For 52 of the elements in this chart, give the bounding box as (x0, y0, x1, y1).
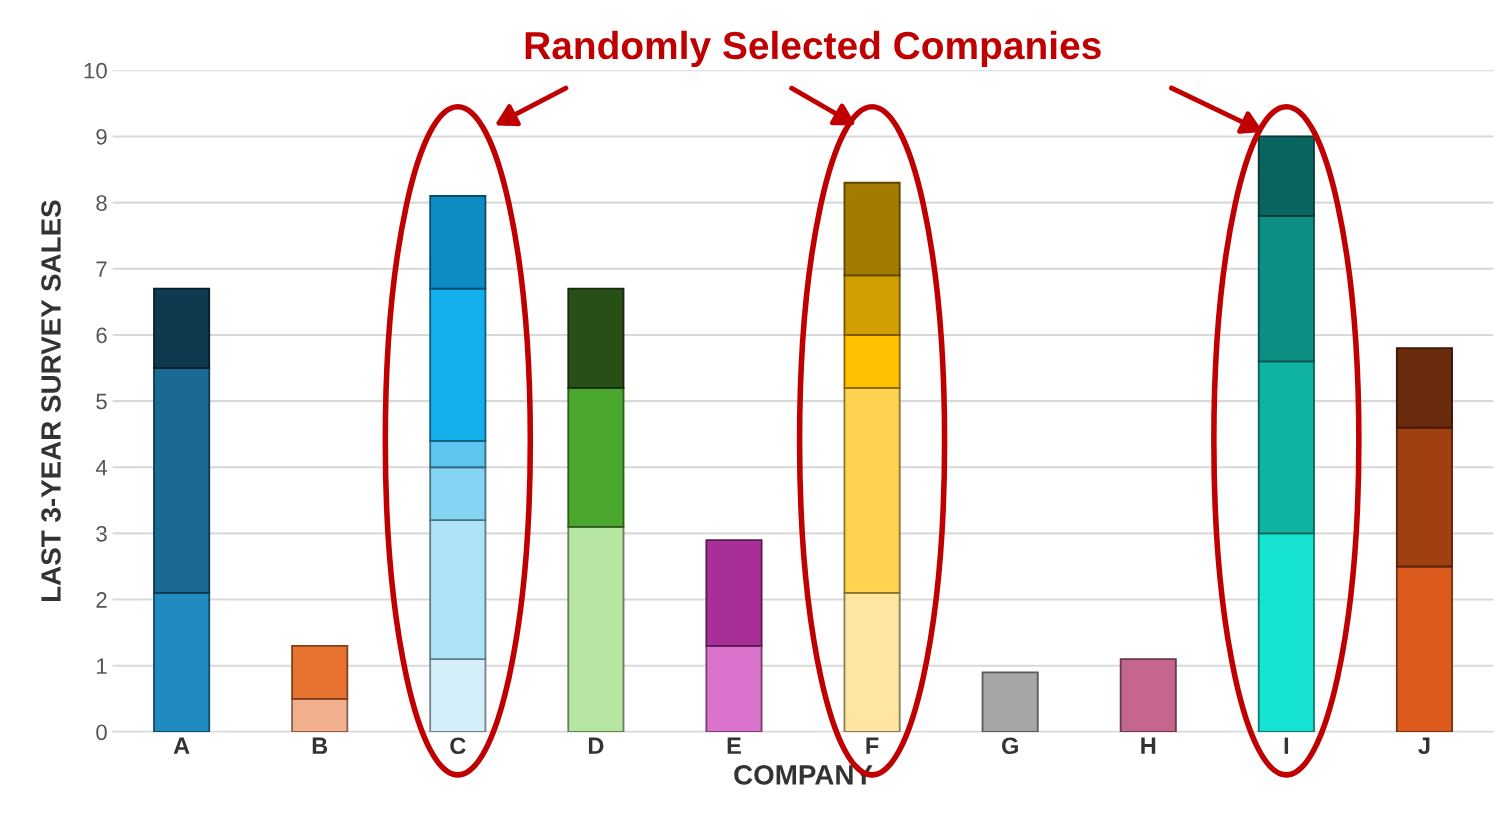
x-tick-label: H (1141, 737, 1156, 754)
x-tick-label: B (312, 737, 328, 754)
bar (1257, 214, 1315, 363)
bar (1257, 135, 1315, 217)
bar (429, 195, 487, 290)
bar (1395, 426, 1453, 568)
bar (567, 525, 625, 732)
bar (705, 539, 763, 647)
x-tick-label: J (1418, 737, 1430, 755)
x-tick-label: D (588, 737, 604, 754)
y-tick-label: 8 (96, 195, 107, 211)
bar (843, 592, 901, 732)
bar (429, 658, 487, 732)
bar (567, 287, 625, 389)
bar (1257, 360, 1315, 535)
x-tick-label: G (1001, 737, 1018, 755)
text: Randomly Selected Companies (525, 30, 1101, 67)
y-tick-label: 0 (96, 724, 107, 741)
bar (843, 274, 901, 336)
bar (1257, 532, 1315, 732)
bar (1395, 347, 1453, 429)
y-tick-label: 10 (84, 62, 107, 79)
y-tick-label: 2 (96, 592, 107, 608)
x-tick-label: E (727, 737, 741, 754)
bar (843, 181, 901, 277)
x-tick-label: A (173, 737, 190, 754)
bar (429, 519, 487, 661)
x-axis-title: COMPANY (734, 765, 873, 785)
bar (1119, 658, 1177, 732)
bar (153, 592, 211, 732)
bar (429, 287, 487, 442)
x-tick-label: C (450, 737, 466, 755)
bar (1395, 565, 1453, 732)
bar (981, 671, 1039, 732)
y-tick-label: 3 (96, 525, 107, 542)
bar (567, 386, 625, 528)
bar (291, 697, 349, 732)
y-tick-label: 4 (95, 460, 108, 476)
bar (705, 644, 763, 732)
y-axis-title: LAST 3-YEAR SURVEY SALES (41, 200, 61, 601)
y-tick-label: 9 (96, 128, 107, 145)
bar (843, 334, 901, 389)
bar (843, 386, 901, 594)
x-tick-label: I (1284, 737, 1289, 754)
y-tick-label: 6 (96, 327, 107, 344)
bar (429, 466, 487, 522)
y-tick-label: 7 (96, 261, 107, 277)
bar (291, 644, 349, 700)
bar (429, 439, 487, 469)
y-tick-label: 5 (96, 393, 107, 410)
x-tick-label: F (866, 737, 879, 754)
y-tick-label: 1 (97, 658, 107, 674)
